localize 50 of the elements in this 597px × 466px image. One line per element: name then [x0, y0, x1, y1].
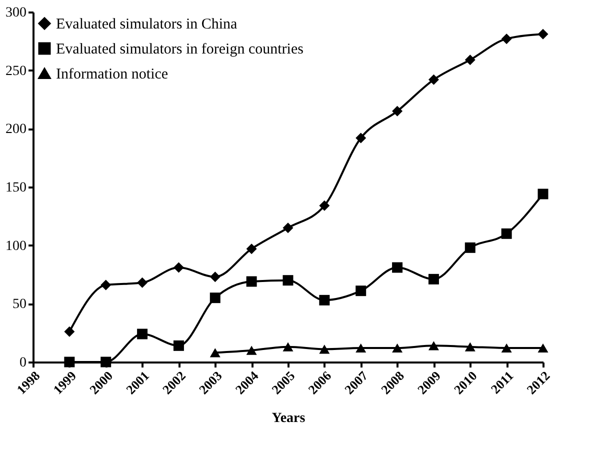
point: [282, 275, 294, 286]
x-axis-title: Years: [272, 411, 306, 426]
point: [428, 274, 439, 284]
legend-label: Evaluated simulators in foreign countries: [56, 42, 304, 58]
point: [501, 34, 512, 44]
point: [137, 277, 148, 288]
point: [210, 292, 220, 304]
point: [137, 328, 148, 340]
point: [392, 106, 403, 116]
y-tick-label: 100: [6, 238, 26, 254]
point: [173, 340, 184, 351]
point: [319, 200, 330, 211]
point: [428, 74, 439, 85]
point: [100, 356, 112, 368]
point: [464, 242, 476, 253]
legend-label: Evaluated simulators in China: [56, 16, 238, 32]
point: [319, 294, 330, 306]
x-tick-label: 2011: [488, 368, 516, 397]
y-tick-label: 300: [6, 6, 26, 20]
point: [64, 326, 75, 337]
point: [392, 343, 403, 353]
point: [210, 272, 220, 282]
point: [501, 228, 512, 239]
point: [173, 262, 184, 273]
y-tick-label: 0: [20, 356, 26, 370]
point: [210, 348, 220, 358]
point: [282, 222, 294, 234]
point: [356, 286, 366, 296]
point: [392, 262, 403, 273]
point: [464, 342, 476, 352]
point: [246, 346, 257, 355]
point: [282, 342, 294, 352]
point: [428, 341, 439, 350]
point: [246, 244, 257, 254]
point: [319, 344, 330, 354]
y-tick-label: 250: [6, 64, 26, 79]
point: [538, 188, 548, 200]
y-tick-label: 50: [12, 297, 26, 312]
point: [538, 28, 548, 40]
point: [464, 54, 476, 66]
point: [356, 132, 366, 144]
y-tick-label: 200: [6, 122, 26, 138]
point: [246, 276, 257, 287]
point: [356, 343, 366, 353]
point: [64, 356, 75, 368]
point: [501, 343, 512, 353]
point: [538, 343, 548, 353]
legend-label: Information notice: [56, 66, 168, 82]
y-tick-label: 150: [6, 180, 26, 196]
point: [100, 280, 112, 290]
